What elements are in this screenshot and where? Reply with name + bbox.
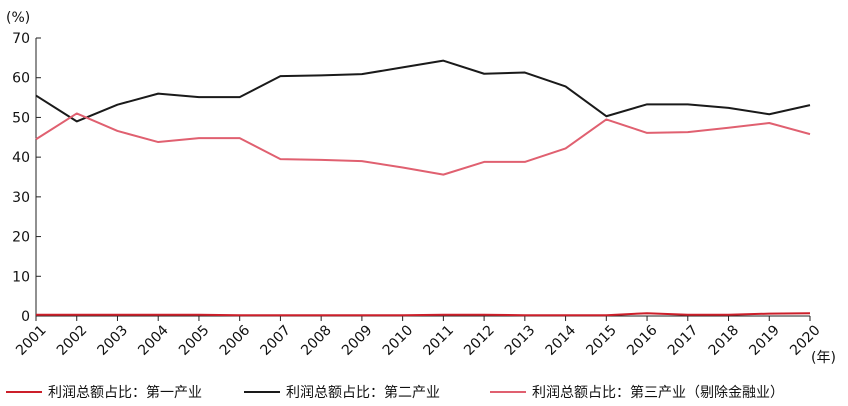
x-tick-label: 2001 — [13, 322, 50, 359]
series-line-1 — [36, 312, 811, 317]
x-tick-label: 2016 — [624, 322, 661, 359]
x-tick-label: 2007 — [258, 322, 295, 359]
x-tick-label: 2003 — [95, 322, 132, 359]
x-axis-unit: (年) — [811, 350, 836, 366]
y-tick-label: 60 — [12, 71, 30, 87]
x-tick-label: 2004 — [135, 322, 172, 359]
y-axis-unit: (%) — [6, 10, 30, 26]
x-tick-label: 2011 — [420, 322, 457, 359]
series-line-2 — [35, 59, 811, 123]
legend-label-1: 利润总额占比：第一产业 — [48, 384, 202, 401]
y-tick-label: 30 — [12, 190, 30, 206]
y-tick-label: 50 — [12, 110, 30, 126]
x-tick-label: 2008 — [298, 322, 335, 359]
legend-label-2: 利润总额占比：第二产业 — [286, 384, 440, 401]
y-tick-label: 0 — [21, 309, 30, 325]
x-tick-label: 2009 — [339, 322, 376, 359]
series-line-3 — [35, 112, 811, 176]
y-tick-label: 40 — [12, 150, 30, 166]
x-tick-label: 2005 — [176, 322, 213, 359]
x-tick-label: 2010 — [380, 322, 417, 359]
x-tick-label: 2019 — [746, 322, 783, 359]
y-tick-label: 20 — [12, 230, 30, 246]
x-tick-label: 2015 — [583, 322, 620, 359]
x-tick-label: 2018 — [706, 322, 743, 359]
x-tick-label: 2002 — [54, 322, 91, 359]
legend-label-3: 利润总额占比：第三产业（剔除金融业） — [532, 384, 784, 401]
x-tick-label: 2012 — [461, 322, 498, 359]
x-tick-label: 2006 — [217, 322, 254, 359]
series-lines — [35, 59, 811, 317]
y-tick-label: 10 — [12, 269, 30, 285]
x-tick-label: 2014 — [543, 322, 580, 359]
x-tick-label: 2013 — [502, 322, 539, 359]
legend: 利润总额占比：第一产业 利润总额占比：第二产业 利润总额占比：第三产业（剔除金融业） — [6, 384, 784, 401]
y-tick-label: 70 — [12, 31, 30, 47]
x-tick-label: 2017 — [665, 322, 702, 359]
